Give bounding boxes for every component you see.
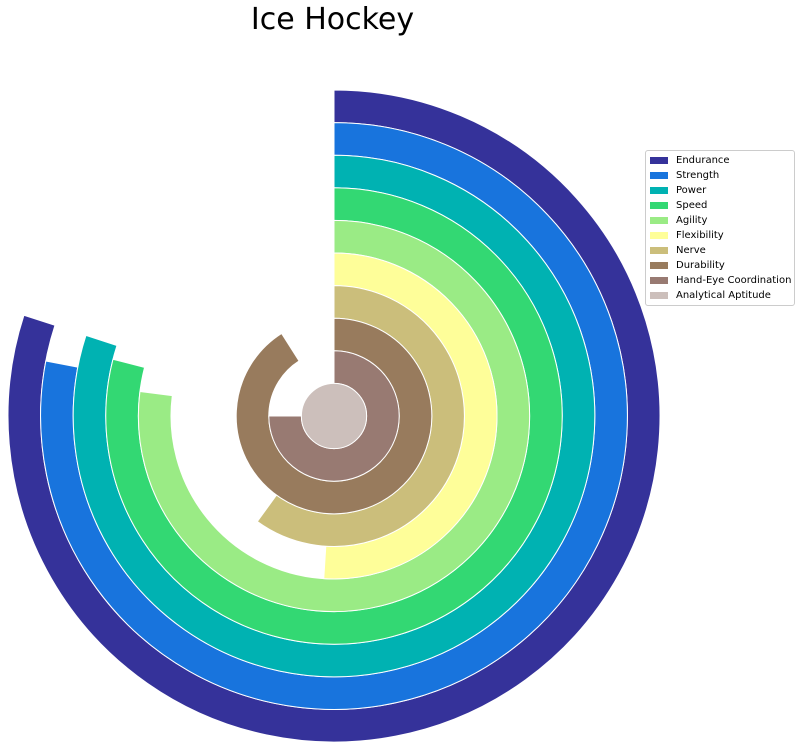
legend-label: Flexibility bbox=[676, 230, 724, 241]
legend-swatch bbox=[650, 217, 668, 224]
legend-swatch bbox=[650, 202, 668, 209]
legend-swatch bbox=[650, 157, 668, 164]
legend-item-strength: Strength bbox=[646, 168, 794, 183]
legend: Endurance Strength Power Speed Agility Flexib… bbox=[645, 150, 795, 306]
legend-label: Durability bbox=[676, 260, 725, 271]
legend-item-agility: Agility bbox=[646, 213, 794, 228]
legend-swatch bbox=[650, 232, 668, 239]
legend-label: Hand-Eye Coordination bbox=[676, 275, 792, 286]
legend-swatch bbox=[650, 247, 668, 254]
legend-label: Analytical Aptitude bbox=[676, 290, 771, 301]
legend-item-speed: Speed bbox=[646, 198, 794, 213]
legend-label: Nerve bbox=[676, 245, 706, 256]
legend-swatch bbox=[650, 187, 668, 194]
legend-swatch bbox=[650, 262, 668, 269]
legend-label: Power bbox=[676, 185, 707, 196]
legend-item-hand-eye-coordination: Hand-Eye Coordination bbox=[646, 273, 794, 288]
legend-label: Strength bbox=[676, 170, 720, 181]
legend-item-endurance: Endurance bbox=[646, 153, 794, 168]
legend-swatch bbox=[650, 277, 668, 284]
legend-item-power: Power bbox=[646, 183, 794, 198]
legend-item-analytical-aptitude: Analytical Aptitude bbox=[646, 288, 794, 303]
legend-swatch bbox=[650, 172, 668, 179]
legend-label: Endurance bbox=[676, 155, 730, 166]
legend-item-durability: Durability bbox=[646, 258, 794, 273]
legend-label: Agility bbox=[676, 215, 708, 226]
legend-swatch bbox=[650, 292, 668, 299]
bar-analytical-aptitude bbox=[300, 382, 368, 450]
chart-title: Ice Hockey bbox=[250, 2, 415, 37]
legend-label: Speed bbox=[676, 200, 708, 211]
legend-item-flexibility: Flexibility bbox=[646, 228, 794, 243]
legend-item-nerve: Nerve bbox=[646, 243, 794, 258]
